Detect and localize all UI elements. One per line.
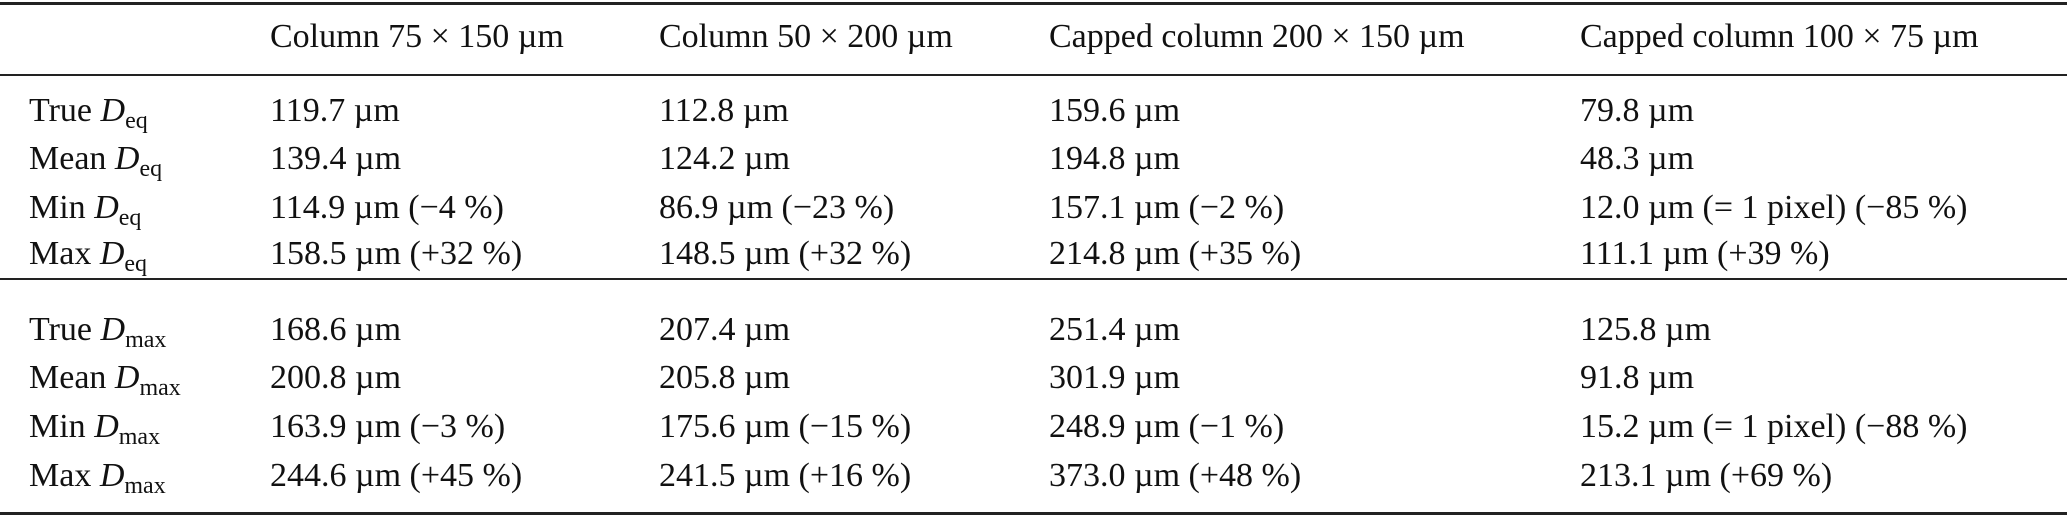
column-header: Column 50 × 200 µm xyxy=(659,18,953,55)
row-label-text: True xyxy=(29,311,92,348)
row-label-text: Max xyxy=(29,457,92,494)
bottom-rule xyxy=(0,512,2067,515)
row-label: True Dmax xyxy=(29,311,166,353)
row-label-text: True xyxy=(29,92,92,129)
row-subscript: eq xyxy=(118,205,142,231)
cell: 79.8 µm xyxy=(1580,92,1695,129)
header-rule xyxy=(0,74,2067,76)
row-symbol: D xyxy=(94,189,119,226)
row-symbol: D xyxy=(100,92,126,129)
group-rule xyxy=(0,278,2067,280)
cell: 251.4 µm xyxy=(1049,311,1181,348)
cell: 194.8 µm xyxy=(1049,140,1181,177)
row-subscript: eq xyxy=(124,251,148,277)
cell: 205.8 µm xyxy=(659,359,791,396)
row-label: True Deq xyxy=(29,92,148,134)
row-symbol: D xyxy=(100,311,126,348)
row-symbol: D xyxy=(94,408,119,445)
cell: 213.1 µm (+69 %) xyxy=(1580,457,1833,494)
row-label: Min Dmax xyxy=(29,408,160,450)
row-label-text: Max xyxy=(29,235,92,272)
row-label: Min Deq xyxy=(29,189,141,231)
cell: 207.4 µm xyxy=(659,311,791,348)
cell: 148.5 µm (+32 %) xyxy=(659,235,912,272)
row-subscript: max xyxy=(139,375,181,401)
cell: 159.6 µm xyxy=(1049,92,1181,129)
row-label: Mean Deq xyxy=(29,140,162,182)
cell: 373.0 µm (+48 %) xyxy=(1049,457,1302,494)
cell: 125.8 µm xyxy=(1580,311,1712,348)
row-label-text: Min xyxy=(29,408,86,445)
cell: 163.9 µm (−3 %) xyxy=(270,408,506,445)
cell: 214.8 µm (+35 %) xyxy=(1049,235,1302,272)
cell: 48.3 µm xyxy=(1580,140,1695,177)
cell: 200.8 µm xyxy=(270,359,402,396)
column-header: Column 75 × 150 µm xyxy=(270,18,564,55)
cell: 241.5 µm (+16 %) xyxy=(659,457,912,494)
cell: 91.8 µm xyxy=(1580,359,1695,396)
row-symbol: D xyxy=(114,140,140,177)
row-label-text: Mean xyxy=(29,140,107,177)
cell: 139.4 µm xyxy=(270,140,402,177)
column-header: Capped column 100 × 75 µm xyxy=(1580,18,1979,55)
row-subscript: eq xyxy=(125,108,148,134)
row-subscript: max xyxy=(124,473,166,499)
cell: 175.6 µm (−15 %) xyxy=(659,408,912,445)
row-subscript: max xyxy=(125,327,167,353)
row-label-text: Mean xyxy=(29,359,107,396)
cell: 301.9 µm xyxy=(1049,359,1181,396)
cell: 86.9 µm (−23 %) xyxy=(659,189,895,226)
cell: 119.7 µm xyxy=(270,92,400,129)
cell: 168.6 µm xyxy=(270,311,402,348)
cell: 114.9 µm (−4 %) xyxy=(270,189,504,226)
row-label: Max Dmax xyxy=(29,457,166,499)
cell: 111.1 µm (+39 %) xyxy=(1580,235,1830,272)
row-symbol: D xyxy=(99,457,125,494)
row-subscript: max xyxy=(118,424,161,450)
top-rule xyxy=(0,2,2067,5)
row-label: Mean Dmax xyxy=(29,359,181,401)
cell: 244.6 µm (+45 %) xyxy=(270,457,523,494)
row-label-text: Min xyxy=(29,189,86,226)
cell: 157.1 µm (−2 %) xyxy=(1049,189,1285,226)
cell: 158.5 µm (+32 %) xyxy=(270,235,523,272)
row-subscript: eq xyxy=(139,156,163,182)
row-symbol: D xyxy=(114,359,140,396)
row-label: Max Deq xyxy=(29,235,147,277)
column-header: Capped column 200 × 150 µm xyxy=(1049,18,1465,55)
row-symbol: D xyxy=(99,235,125,272)
cell: 12.0 µm (= 1 pixel) (−85 %) xyxy=(1580,189,1968,226)
cell: 248.9 µm (−1 %) xyxy=(1049,408,1285,445)
cell: 15.2 µm (= 1 pixel) (−88 %) xyxy=(1580,408,1968,445)
cell: 124.2 µm xyxy=(659,140,791,177)
cell: 112.8 µm xyxy=(659,92,789,129)
